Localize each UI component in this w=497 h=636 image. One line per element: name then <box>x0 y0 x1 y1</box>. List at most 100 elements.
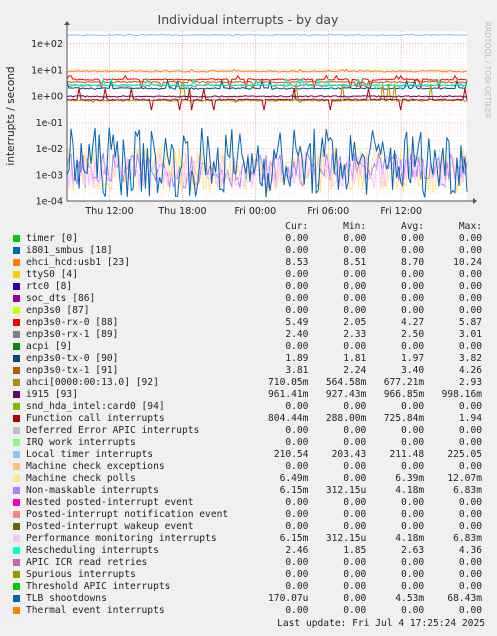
legend-row: Threshold APIC interrupts 0.00 0.00 0.00 0.0… <box>12 581 482 593</box>
series-name: timer [0] <box>26 233 78 244</box>
series-line <box>66 78 468 89</box>
value-cur: 6.15m <box>279 485 309 496</box>
legend-row: timer [0] 0.00 0.00 0.00 0.00 <box>12 233 482 245</box>
legend-row: Thermal event interrupts 0.00 0.00 0.00 0.00 <box>12 605 482 617</box>
value-min: 2.33 <box>343 329 367 340</box>
series-name: Spurious interrupts <box>26 569 136 580</box>
legend-swatch <box>13 403 20 410</box>
value-max: 3.82 <box>458 353 482 364</box>
legend-row: enp3s0-tx-0 [90] 1.89 1.81 1.97 3.82 <box>12 353 482 365</box>
value-avg: 4.18m <box>395 485 425 496</box>
legend-row: i801_smbus [18] 0.00 0.00 0.00 0.00 <box>12 245 482 257</box>
value-min: 0.00 <box>343 557 367 568</box>
legend-swatch <box>13 235 20 242</box>
series-name: enp3s0 [87] <box>26 305 90 316</box>
y-axis-label: interrupts / second <box>5 66 17 165</box>
legend-row: Local timer interrupts 210.54 203.43 211.48… <box>12 449 482 461</box>
value-max: 0.00 <box>458 269 482 280</box>
value-max: 0.00 <box>458 569 482 580</box>
series-line <box>66 88 468 111</box>
legend-swatch <box>13 439 20 446</box>
series-name: Thermal event interrupts <box>26 605 165 616</box>
value-avg: 0.00 <box>401 497 425 508</box>
value-max: 12.07m <box>447 473 482 484</box>
value-max: 0.00 <box>458 245 482 256</box>
value-avg: 3.40 <box>401 365 425 376</box>
value-max: 0.00 <box>458 437 482 448</box>
value-cur: 0.00 <box>285 521 309 532</box>
value-max: 5.87 <box>458 317 482 328</box>
value-min: 0.00 <box>343 509 367 520</box>
value-avg: 211.48 <box>389 449 425 460</box>
legend-swatch <box>13 547 20 554</box>
value-cur: 804.44m <box>268 413 309 424</box>
series-name: Machine check exceptions <box>26 461 165 472</box>
legend-row: enp3s0-rx-0 [88] 5.49 2.05 4.27 5.87 <box>12 317 482 329</box>
value-min: 0.00 <box>343 473 367 484</box>
value-cur: 0.00 <box>285 341 309 352</box>
series-name: Deferred Error APIC interrupts <box>26 425 200 436</box>
value-min: 0.00 <box>343 293 367 304</box>
value-cur: 0.00 <box>285 269 309 280</box>
x-tick-label: Fri 06:00 <box>307 206 349 217</box>
value-avg: 0.00 <box>401 569 425 580</box>
value-max: 998.16m <box>441 389 482 400</box>
value-avg: 6.39m <box>395 473 425 484</box>
value-min: 0.00 <box>343 425 367 436</box>
value-cur: 0.00 <box>285 425 309 436</box>
value-max: 6.83m <box>453 485 482 496</box>
legend-row: acpi [9] 0.00 0.00 0.00 0.00 <box>12 341 482 353</box>
value-avg: 0.00 <box>401 581 425 592</box>
legend-swatch <box>13 331 20 338</box>
legend-swatch <box>13 451 20 458</box>
legend-row: APIC ICR read retries 0.00 0.00 0.00 0.00 <box>12 557 482 569</box>
legend-swatch <box>13 355 20 362</box>
legend-swatch <box>13 415 20 422</box>
legend-row: Non-maskable interrupts 6.15m 312.15u 4.18m… <box>12 485 482 497</box>
value-avg: 0.00 <box>401 269 425 280</box>
value-min: 0.00 <box>343 281 367 292</box>
x-tick-label: Fri 12:00 <box>380 206 422 217</box>
series-name: i801_smbus [18] <box>26 245 113 256</box>
column-avg: Avg: <box>400 221 425 232</box>
series-name: Performance monitoring interrupts <box>26 533 217 544</box>
legend-row: rtc0 [8] 0.00 0.00 0.00 0.00 <box>12 281 482 293</box>
legend-row: enp3s0-tx-1 [91] 3.81 2.24 3.40 4.26 <box>12 365 482 377</box>
legend-row: soc_dts [86] 0.00 0.00 0.00 0.00 <box>12 293 482 305</box>
x-tick-label: Thu 18:00 <box>157 206 206 217</box>
value-avg: 2.63 <box>401 545 425 556</box>
value-cur: 210.54 <box>273 449 309 460</box>
legend-row: snd_hda_intel:card0 [94] 0.00 0.00 0.00 0.00 <box>12 401 482 413</box>
value-max: 0.00 <box>458 425 482 436</box>
column-max: Max: <box>458 221 482 232</box>
value-max: 0.00 <box>458 341 482 352</box>
legend-row: enp3s0 [87] 0.00 0.00 0.00 0.00 <box>12 305 482 317</box>
legend-swatch <box>13 295 20 302</box>
legend-row: TLB shootdowns 170.07u 0.00 4.53m 68.43m <box>12 593 482 605</box>
y-tick-label: 1e+00 <box>31 92 63 103</box>
x-axis-arrow <box>473 198 477 204</box>
value-max: 225.05 <box>447 449 482 460</box>
value-min: 312.15u <box>325 533 367 544</box>
legend-swatch <box>13 487 20 494</box>
legend-rows: timer [0] 0.00 0.00 0.00 0.00 i801_smbus [18]… <box>12 233 482 617</box>
value-cur: 0.00 <box>285 605 309 616</box>
legend-row: Deferred Error APIC interrupts 0.00 0.00 0.… <box>12 425 482 437</box>
value-avg: 8.70 <box>401 257 425 268</box>
series-line <box>67 77 468 91</box>
series-line <box>66 33 468 37</box>
value-cur: 6.49m <box>279 473 309 484</box>
series-line <box>66 95 468 98</box>
value-min: 2.05 <box>343 317 367 328</box>
value-cur: 710.05m <box>268 377 309 388</box>
value-cur: 961.41m <box>268 389 309 400</box>
value-cur: 2.40 <box>285 329 309 340</box>
x-tick-label: Thu 12:00 <box>84 206 133 217</box>
value-max: 0.00 <box>458 401 482 412</box>
series-name: enp3s0-tx-1 [91] <box>26 365 119 376</box>
rrdtool-credit: RRDTOOL / TOBI OETIKER <box>483 22 492 119</box>
series-name: ahci[0000:00:13.0] [92] <box>26 377 159 388</box>
value-min: 1.85 <box>343 545 367 556</box>
column-min: Min: <box>343 221 367 232</box>
legend-row: Performance monitoring interrupts 6.15m 31… <box>12 533 482 545</box>
